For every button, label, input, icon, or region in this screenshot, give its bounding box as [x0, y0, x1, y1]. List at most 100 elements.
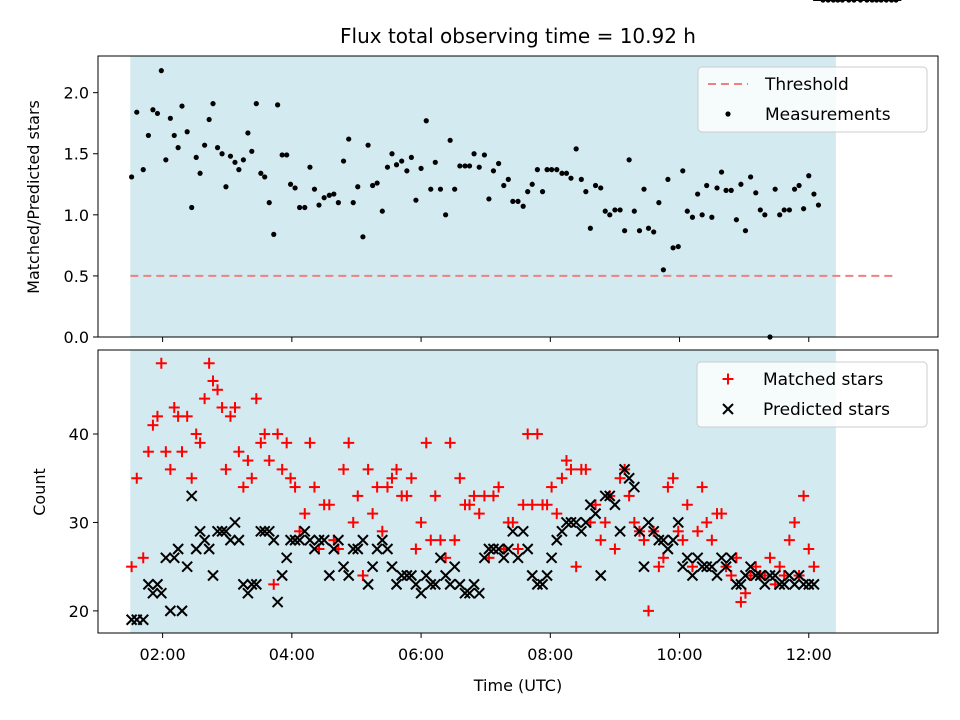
measurement-point [612, 207, 618, 213]
measurement-point [670, 245, 676, 251]
matched-star-marker [272, 428, 284, 440]
predicted-star-marker [220, 525, 232, 538]
measurement-point [563, 170, 570, 176]
count-legend-box [696, 361, 928, 428]
predicted-star-marker [259, 525, 271, 538]
predicted-star-marker [362, 578, 374, 591]
measurement-point [384, 164, 391, 170]
predicted-star-marker [468, 578, 480, 591]
matched-star-marker [487, 490, 499, 502]
measurement-point [665, 176, 671, 182]
predicted-star-marker [677, 560, 689, 573]
measurement-point [404, 168, 410, 174]
legend-predicted-swatch [722, 403, 734, 415]
measurement-point [742, 228, 749, 234]
chart-title: Flux total observing time = 10.92 h [340, 24, 696, 48]
predicted-star-marker [589, 507, 602, 520]
measurement-point [326, 192, 332, 198]
predicted-star-marker [618, 463, 631, 476]
predicted-star-marker [614, 525, 626, 538]
predicted-star-marker [793, 569, 805, 582]
measurement-point [709, 214, 715, 220]
measurement-point [365, 142, 371, 148]
x-tick-label: 04:00 [269, 645, 315, 664]
predicted-star-marker [483, 543, 495, 555]
measurement-point [236, 167, 242, 173]
matched-star-marker [808, 561, 820, 573]
measurement-point [331, 191, 337, 197]
predicted-star-marker [541, 569, 553, 582]
predicted-star-marker [229, 516, 241, 529]
predicted-star-marker [803, 578, 815, 591]
matched-star-marker [789, 516, 801, 528]
predicted-star-marker [459, 587, 471, 599]
matched-star-marker [692, 525, 704, 537]
matched-star-marker [203, 357, 215, 369]
predicted-star-marker [706, 560, 718, 573]
matched-star-marker [289, 481, 301, 493]
matched-star-marker [783, 534, 795, 546]
predicted-star-marker [390, 578, 403, 591]
measurement-point [408, 154, 414, 161]
legend-threshold-label: Threshold [764, 75, 849, 95]
predicted-star-marker [250, 578, 263, 591]
predicted-star-marker [276, 569, 288, 582]
measurement-point [815, 202, 822, 208]
matched-star-marker [246, 472, 258, 484]
matched-star-marker [216, 401, 228, 413]
matched-star-marker [716, 508, 728, 520]
measurement-point [481, 152, 487, 158]
measurement-point [631, 208, 637, 214]
matched-star-marker [304, 437, 316, 449]
matched-star-marker [565, 463, 577, 475]
predicted-star-marker [280, 552, 293, 564]
measurement-point [340, 158, 347, 164]
measurement-point [723, 187, 729, 193]
predicted-star-marker [381, 543, 394, 555]
predicted-star-marker [125, 614, 138, 626]
y-tick-label: 0.0 [64, 328, 89, 347]
matched-star-marker [194, 437, 206, 449]
legend-predicted-label: Predicted stars [763, 400, 890, 420]
measurement-point [389, 151, 395, 157]
measurement-point [675, 243, 681, 250]
measurement-point [297, 204, 303, 211]
predicted-star-marker [653, 534, 665, 546]
predicted-star-marker [773, 578, 786, 591]
predicted-star-marker [164, 605, 177, 617]
predicted-star-marker [507, 525, 519, 538]
predicted-star-marker [371, 543, 383, 555]
matched-star-marker [181, 410, 193, 422]
measurement-point [240, 157, 246, 163]
measurement-point [150, 107, 156, 113]
measurement-point [626, 157, 632, 163]
predicted-star-marker [216, 525, 228, 538]
predicted-star-marker [352, 543, 364, 555]
measurement-point [660, 267, 666, 273]
measurement-point [302, 204, 308, 211]
predicted-star-marker [463, 587, 476, 599]
predicted-star-marker [521, 543, 534, 555]
measurement-point [214, 145, 221, 151]
measurement-point [786, 207, 792, 213]
predicted-star-marker [313, 534, 325, 546]
matched-star-marker [672, 525, 684, 537]
measurement-point [510, 198, 516, 204]
matched-star-marker [468, 490, 480, 502]
y-tick-label: 40 [69, 425, 89, 444]
measurement-point [490, 168, 497, 174]
predicted-star-marker [526, 569, 538, 582]
legend-matched-label: Matched stars [763, 370, 883, 390]
y-tick-label: 30 [69, 513, 89, 532]
predicted-star-marker [580, 516, 592, 529]
matched-star-marker [686, 561, 698, 573]
matched-star-marker [623, 490, 635, 502]
predicted-star-marker [478, 552, 491, 564]
predicted-star-marker [778, 578, 790, 591]
matched-star-marker [285, 472, 297, 484]
measurement-point [197, 170, 203, 176]
matched-star-marker [653, 561, 665, 573]
predicted-star-marker [735, 578, 747, 591]
predicted-star-marker [725, 552, 737, 564]
measurement-point [602, 208, 608, 214]
